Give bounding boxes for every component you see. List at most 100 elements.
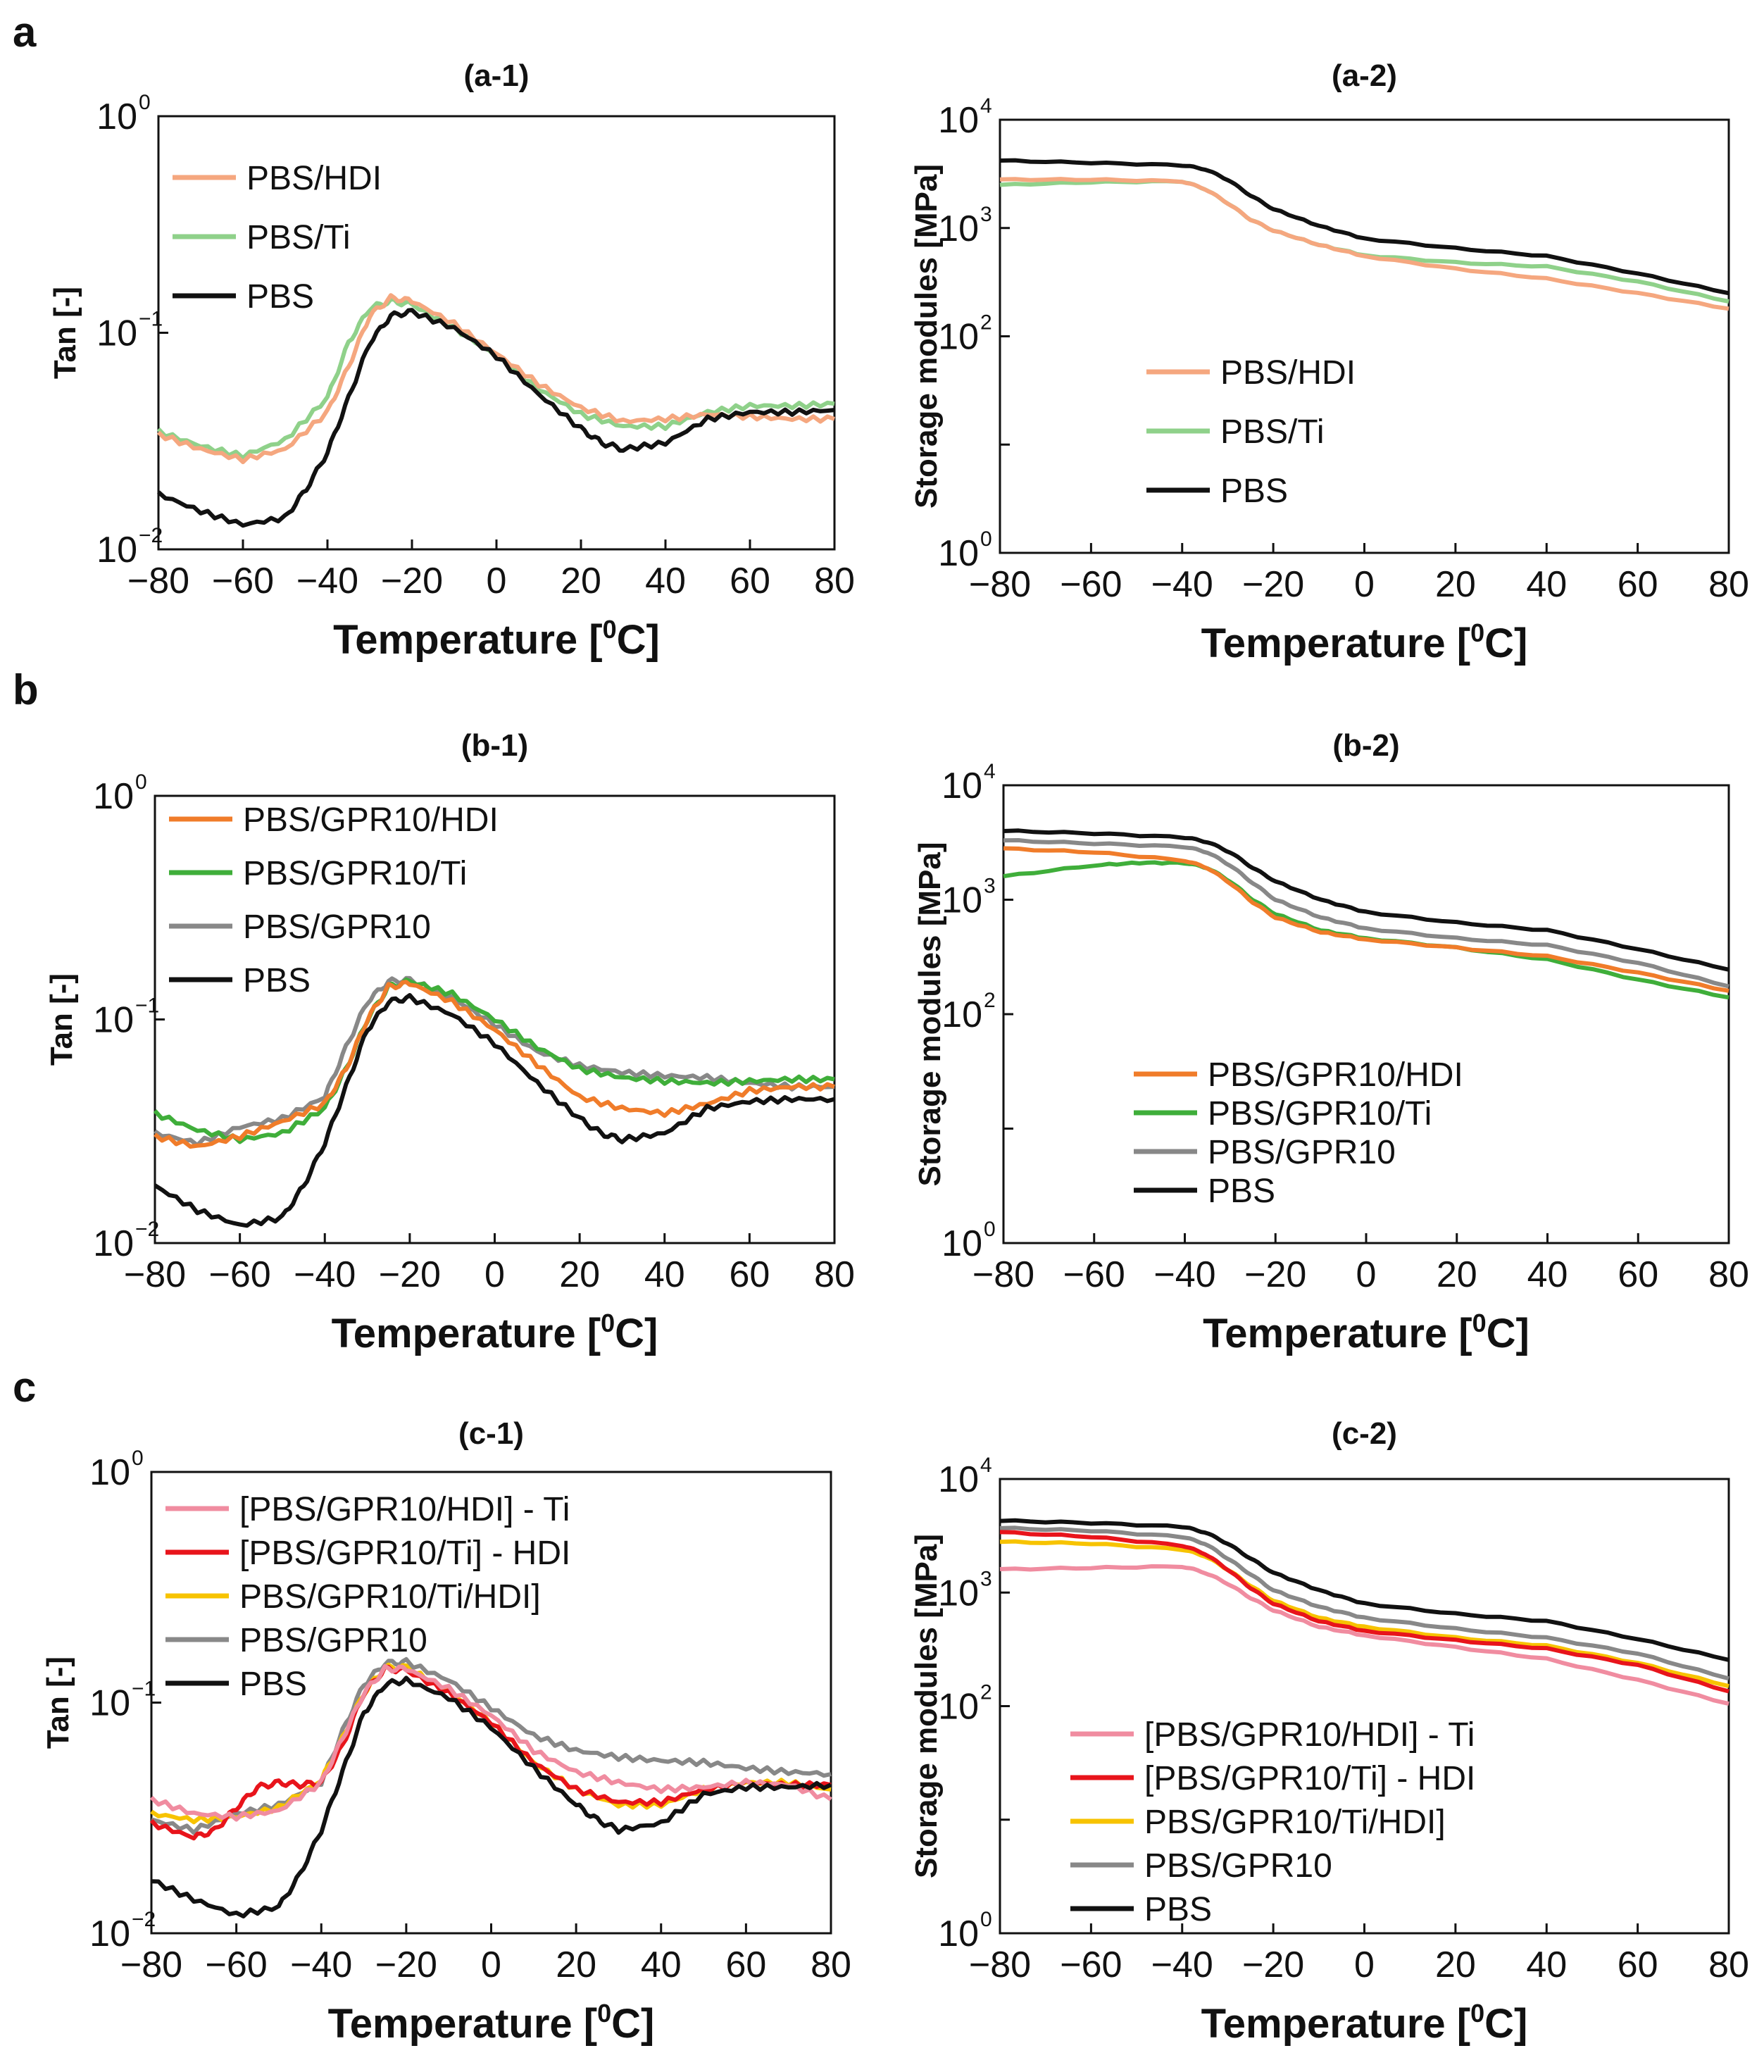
y-tick-label: 10: [96, 96, 137, 137]
x-tick-label: −60: [212, 561, 274, 601]
x-tick-label: 0: [487, 561, 507, 601]
x-tick-label: 40: [641, 1945, 682, 1985]
x-tick-label: 20: [1437, 1254, 1477, 1295]
legend-label: [PBS/GPR10/HDI] - Ti: [1144, 1716, 1475, 1754]
y-tick-label: 10: [89, 1914, 130, 1954]
x-tick-label: −80: [972, 1254, 1034, 1295]
x-tick-label: 80: [814, 561, 855, 601]
series-line-pbs: [156, 308, 835, 528]
y-tick-label: 10: [938, 208, 979, 249]
x-tick-label: −20: [375, 1945, 437, 1985]
x-tick-label: 0: [1354, 564, 1375, 605]
series-line--pbs-gpr10-hdi-ti: [999, 1564, 1729, 1706]
y-tick-label: 10: [942, 880, 982, 921]
x-axis-label: Temperature [0C]: [332, 1309, 658, 1356]
x-tick-label: 60: [725, 1945, 766, 1985]
y-tick-label: 10: [938, 533, 979, 574]
x-tick-label: 60: [1618, 1945, 1658, 1985]
y-axis-label: Tan [-]: [44, 973, 79, 1066]
x-tick-label: 20: [1435, 564, 1476, 605]
legend-label: [PBS/GPR10/Ti] - HDI: [239, 1535, 570, 1572]
x-tick-label: 0: [481, 1945, 501, 1985]
y-tick-label: 10: [938, 1914, 979, 1954]
x-axis-label: Temperature [0C]: [328, 1999, 655, 2047]
x-tick-label: 40: [1526, 564, 1567, 605]
x-tick-label: 20: [559, 1254, 600, 1295]
legend-label: PBS/GPR10: [243, 909, 431, 946]
legend-label: PBS/HDI: [246, 160, 382, 197]
x-tick-label: 40: [644, 1254, 685, 1295]
x-tick-label: −40: [1153, 1254, 1215, 1295]
y-tick-label: 10: [96, 530, 137, 570]
series-line-pbs: [1003, 828, 1729, 972]
x-tick-label: −80: [127, 561, 189, 601]
x-axis-label-degree: 0: [597, 1999, 611, 2028]
x-axis-label-unit: C]: [611, 2001, 654, 2047]
series-line-pbs: [999, 1518, 1729, 1662]
x-axis-label: Temperature [0C]: [1203, 1309, 1530, 1356]
series-line--pbs-gpr10-hdi-ti: [149, 1664, 832, 1822]
panel-title: (c-1): [458, 1416, 524, 1451]
x-tick-label: 40: [645, 561, 686, 601]
x-axis-label-unit: C]: [1484, 620, 1527, 666]
series-line-pbs-hdi: [999, 177, 1729, 311]
x-axis-label-unit: C]: [617, 617, 660, 663]
y-tick-label: 10: [89, 1452, 130, 1493]
y-tick-exponent: 0: [132, 1447, 144, 1470]
series-line-pbs-hdi: [156, 293, 835, 465]
series-line-pbs-gpr10-hdi: [1003, 846, 1729, 993]
y-tick-label: 10: [93, 1223, 134, 1264]
series-line-pbs: [154, 993, 835, 1228]
x-tick-label: −40: [296, 561, 358, 601]
y-tick-exponent: −1: [139, 308, 163, 331]
x-axis-label-main: Temperature [: [333, 617, 602, 663]
x-tick-label: 80: [1708, 1945, 1749, 1985]
x-axis-label: Temperature [0C]: [1201, 1999, 1528, 2047]
series-line-pbs-gpr10: [151, 1656, 832, 1835]
legend-label: PBS/GPR10/Ti: [1208, 1095, 1432, 1132]
legend-label: PBS/GPR10/Ti/HDI]: [239, 1578, 541, 1616]
x-tick-label: 0: [484, 1254, 505, 1295]
x-tick-label: 80: [1708, 564, 1749, 605]
y-axis-label: Tan [-]: [48, 287, 82, 379]
y-tick-exponent: 4: [980, 1454, 992, 1477]
legend-label: PBS/Ti: [1220, 413, 1325, 451]
y-tick-exponent: 2: [980, 311, 992, 335]
series-line-pbs-gpr10: [999, 1525, 1729, 1681]
panel-title: (b-1): [461, 728, 528, 763]
x-tick-label: −20: [1244, 1254, 1306, 1295]
x-axis-label-main: Temperature [: [332, 1311, 601, 1356]
legend-label: PBS/GPR10: [1144, 1847, 1332, 1885]
x-axis-label-main: Temperature [: [1201, 620, 1470, 666]
series-line-pbs-ti: [156, 297, 835, 461]
x-tick-label: −60: [209, 1254, 271, 1295]
y-tick-exponent: 4: [984, 760, 996, 783]
x-tick-label: −20: [381, 561, 443, 601]
section-label-a: a: [13, 8, 37, 56]
x-axis-label: Temperature [0C]: [333, 615, 660, 663]
y-tick-exponent: 2: [984, 989, 996, 1012]
y-tick-label: 10: [938, 1687, 979, 1728]
series-line-pbs-ti: [999, 179, 1729, 304]
series-line-pbs-gpr10-ti-hdi-: [999, 1539, 1729, 1689]
y-axis-label: Storage modules [MPa]: [909, 164, 944, 508]
panel-title: (c-2): [1332, 1416, 1397, 1451]
legend-label: PBS: [243, 962, 311, 999]
legend-label: PBS: [1144, 1891, 1212, 1928]
x-tick-label: −60: [1060, 1945, 1122, 1985]
y-tick-exponent: 3: [980, 203, 992, 226]
x-tick-label: 20: [561, 561, 601, 601]
x-axis-label-unit: C]: [615, 1311, 658, 1356]
y-tick-exponent: −2: [139, 524, 163, 547]
legend-label: PBS/GPR10: [1208, 1134, 1396, 1171]
x-tick-label: −60: [1063, 1254, 1125, 1295]
legend-label: PBS/GPR10/HDI: [243, 801, 499, 839]
x-tick-label: 80: [1708, 1254, 1749, 1295]
x-tick-label: −20: [1242, 564, 1304, 605]
x-axis-label-degree: 0: [1470, 618, 1484, 647]
y-tick-label: 10: [938, 317, 979, 358]
panel-title: (b-2): [1332, 728, 1399, 763]
y-tick-exponent: −2: [135, 1218, 159, 1241]
y-tick-label: 10: [938, 1573, 979, 1614]
